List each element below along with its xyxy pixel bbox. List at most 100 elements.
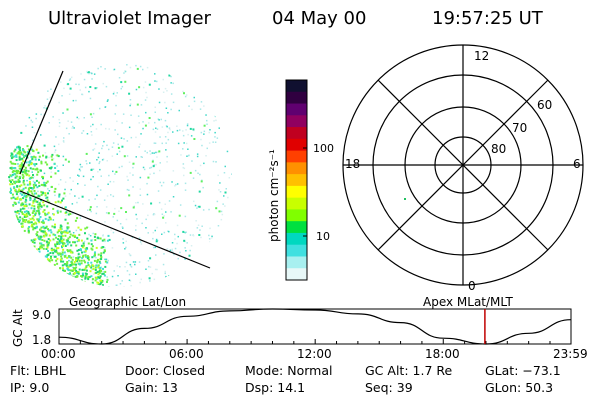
uv-pixel bbox=[58, 183, 60, 186]
uv-pixel bbox=[16, 196, 19, 199]
uv-pixel bbox=[128, 194, 131, 197]
uv-pixel bbox=[164, 203, 166, 205]
uv-pixel bbox=[193, 200, 195, 203]
uv-pixel bbox=[86, 133, 89, 135]
uv-pixel bbox=[145, 91, 147, 94]
uv-pixel bbox=[99, 107, 101, 110]
uv-pixel bbox=[167, 131, 169, 134]
uv-pixel bbox=[29, 218, 32, 221]
uv-pixel bbox=[203, 124, 206, 127]
uv-pixel bbox=[15, 154, 18, 157]
uv-pixel bbox=[144, 124, 147, 127]
uv-pixel bbox=[19, 149, 22, 152]
uv-pixel bbox=[115, 104, 117, 107]
colorbar-swatch bbox=[286, 162, 307, 175]
uv-pixel bbox=[57, 238, 60, 241]
uv-pixel bbox=[138, 237, 141, 239]
uv-pixel bbox=[91, 264, 94, 267]
uv-pixel bbox=[215, 161, 217, 163]
uv-pixel bbox=[61, 199, 63, 202]
uv-pixel bbox=[97, 273, 100, 276]
uv-pixel bbox=[29, 197, 32, 200]
orbit-left-label: Geographic Lat/Lon bbox=[69, 295, 186, 309]
uv-pixel bbox=[21, 157, 24, 160]
uv-pixel bbox=[149, 150, 151, 152]
uv-pixel bbox=[20, 168, 23, 171]
uv-pixel bbox=[53, 255, 56, 258]
uv-pixel bbox=[200, 180, 203, 183]
uv-pixel bbox=[21, 193, 24, 196]
uv-pixel bbox=[32, 180, 35, 183]
uv-pixel bbox=[121, 145, 124, 148]
uv-pixel bbox=[140, 278, 142, 281]
uv-pixel bbox=[100, 279, 102, 282]
uv-pixel bbox=[25, 168, 27, 171]
uv-pixel bbox=[49, 167, 52, 170]
uv-pixel bbox=[58, 193, 61, 196]
uv-pixel bbox=[110, 229, 112, 231]
uv-pixel bbox=[149, 257, 152, 260]
uv-pixel bbox=[177, 257, 179, 260]
colorbar-swatch bbox=[286, 91, 307, 105]
uv-pixel bbox=[68, 259, 70, 262]
uv-pixel bbox=[132, 162, 135, 165]
uv-pixel bbox=[56, 262, 59, 265]
mlt-label-6: 6 bbox=[573, 157, 581, 171]
uv-pixel bbox=[123, 72, 125, 74]
uv-pixel bbox=[63, 87, 65, 90]
uv-pixel bbox=[98, 260, 101, 263]
uv-pixel bbox=[101, 147, 103, 150]
uv-pixel bbox=[11, 183, 14, 185]
uv-pixel bbox=[130, 285, 132, 287]
uv-pixel bbox=[62, 260, 65, 263]
uv-pixel bbox=[148, 117, 151, 119]
uv-pixel bbox=[56, 243, 59, 245]
uv-pixel bbox=[113, 68, 116, 71]
uv-pixel bbox=[52, 157, 55, 160]
uv-pixel bbox=[97, 156, 100, 159]
uv-pixel bbox=[146, 151, 148, 154]
uv-pixel bbox=[76, 201, 78, 204]
uv-pixel bbox=[176, 129, 179, 132]
uv-pixel bbox=[26, 173, 29, 176]
uv-pixel bbox=[25, 212, 28, 215]
uv-pixel bbox=[27, 194, 30, 197]
uv-pixel bbox=[45, 225, 48, 228]
uv-pixel bbox=[226, 150, 229, 153]
uv-pixel bbox=[52, 213, 54, 215]
uv-pixel bbox=[100, 123, 102, 126]
uv-pixel bbox=[46, 240, 48, 243]
uv-pixel bbox=[43, 209, 46, 212]
uv-pixel bbox=[15, 213, 17, 215]
uv-pixel bbox=[24, 204, 27, 207]
uv-pixel bbox=[93, 259, 96, 262]
uv-pixel bbox=[110, 194, 112, 196]
uv-pixel bbox=[215, 207, 218, 210]
uv-pixel bbox=[27, 188, 30, 191]
uv-pixel bbox=[153, 164, 155, 166]
uv-pixel bbox=[40, 183, 43, 186]
uv-pixel bbox=[16, 211, 19, 214]
uv-pixel bbox=[38, 202, 41, 205]
uv-pixel bbox=[31, 225, 34, 228]
uv-pixel bbox=[31, 212, 34, 214]
uv-pixel bbox=[44, 214, 47, 217]
uv-pixel bbox=[58, 125, 61, 128]
uv-pixel bbox=[179, 251, 181, 254]
date-label: 04 May 00 bbox=[272, 8, 367, 29]
uv-pixel bbox=[106, 281, 108, 283]
uv-pixel bbox=[109, 180, 112, 183]
uv-pixel bbox=[84, 255, 87, 258]
uv-pixel bbox=[51, 153, 54, 156]
uv-pixel bbox=[47, 241, 50, 244]
uv-pixel bbox=[97, 264, 100, 267]
uv-pixel bbox=[90, 210, 92, 213]
uv-pixel bbox=[142, 166, 145, 169]
uv-pixel bbox=[219, 191, 222, 193]
uv-pixel bbox=[223, 195, 225, 197]
uv-pixel bbox=[62, 164, 64, 166]
uv-pixel bbox=[27, 230, 30, 233]
uv-pixel bbox=[116, 265, 118, 267]
uv-pixel bbox=[33, 245, 36, 248]
